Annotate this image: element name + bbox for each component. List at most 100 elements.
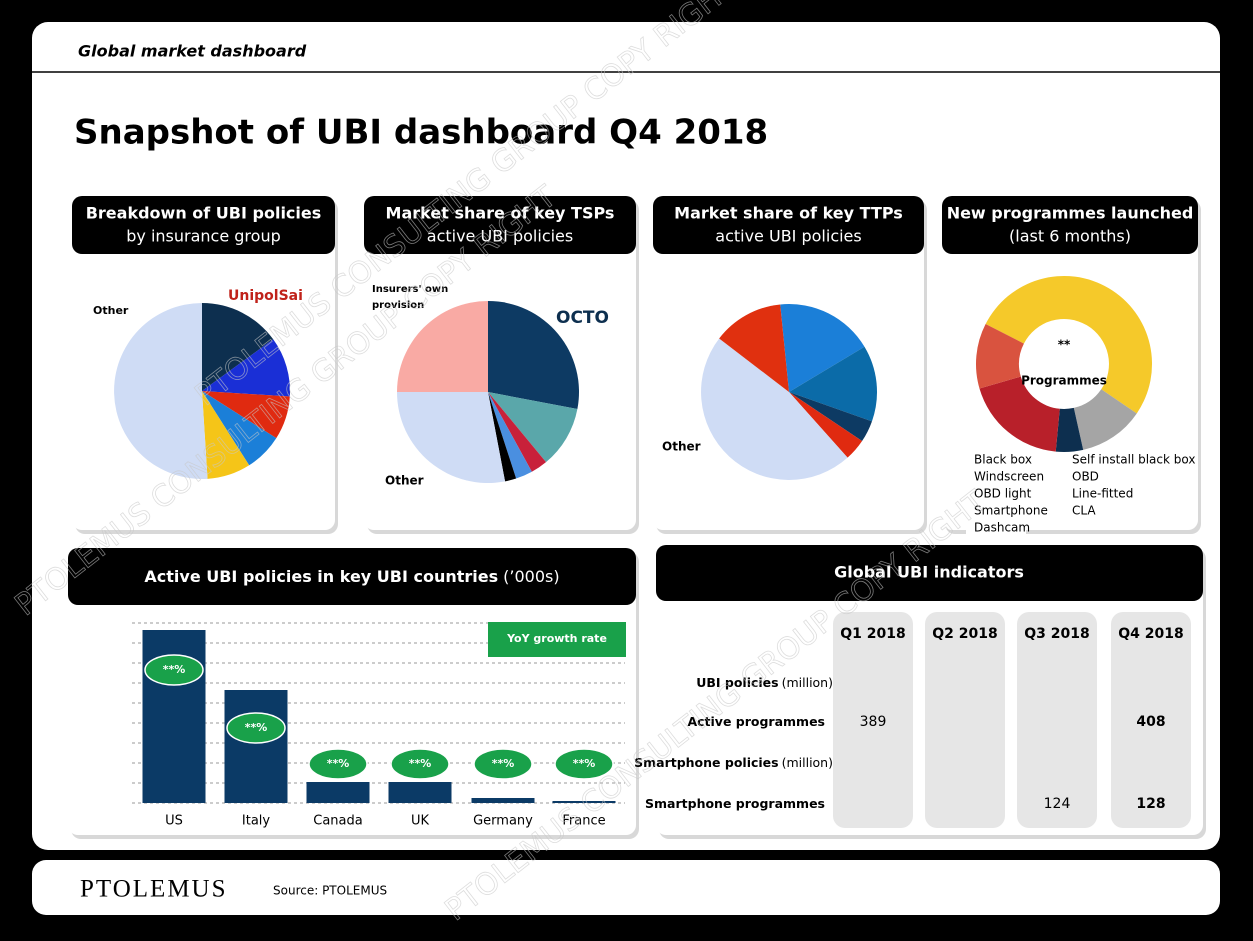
pie-slice [202,391,290,439]
legend-label: YoY growth rate [506,632,607,645]
column-header: Q4 2018 [1118,626,1183,642]
panel-title-bar [942,196,1198,254]
table-column [833,612,913,828]
pie-slice [789,392,872,442]
bar [388,782,452,803]
panel-title-bar [653,196,924,254]
pie-slice [488,301,580,410]
pie-slice [202,303,274,391]
pie-slice [488,392,517,482]
page-title: Snapshot of UBI dashboard Q4 2018 [74,113,768,153]
pie-slice [397,301,488,392]
panel-subtitle: active UBI policies [427,227,573,246]
panel-title-bar [72,196,335,254]
table-cell: 408 [1136,714,1165,730]
x-tick-label: France [562,814,605,829]
marks: Breakdown of UBI policies by insurance gr… [86,204,1196,829]
row-label: UBI policies (million) [696,675,833,690]
legend-entry: Self install black box [1072,453,1195,467]
bar [306,782,370,803]
growth-label: **% [573,757,596,770]
slice-label: Other [385,474,424,488]
slice-label: Other [93,304,129,317]
pie-slice [202,391,277,466]
pie-slice [789,392,863,458]
growth-badge [554,748,614,780]
row-label-main: UBI policies [696,675,778,690]
growth-badge [226,712,286,744]
row-label: Active programmes [687,714,825,729]
row-label-main: Smartphone policies [634,755,778,770]
growth-label: **% [245,721,268,734]
legend-entry: Smartphone [974,504,1048,518]
slice-label: Other [662,440,701,454]
panel [942,196,1198,530]
row-label: Smartphone policies (million) [634,755,833,770]
table-cell: 389 [860,714,887,730]
legend-entry: CLA [1072,504,1096,518]
table-column [1017,612,1097,828]
table-cell: 128 [1136,796,1165,812]
logo: PTOLEMUS [80,876,228,903]
x-tick-label: Canada [313,814,362,829]
growth-label: **% [327,757,350,770]
table-column [1111,612,1191,828]
pie-slice [114,303,208,479]
legend-entry: Dashcam [974,521,1030,535]
x-tick-label: UK [411,814,430,829]
row-label-main: Active programmes [687,714,825,729]
legend-entry: OBD [1072,470,1099,484]
panel-title-bar [656,545,1203,601]
legend-box [488,622,626,657]
legend-entry: Line-fitted [1072,487,1133,501]
panel-title: Breakdown of UBI policies [86,204,322,223]
legend-entry: OBD light [974,487,1032,501]
row-label: Smartphone programmes [645,796,825,811]
growth-badge [308,748,368,780]
pie-slice [488,392,532,479]
panel-title: Market share of key TSPs [386,204,615,223]
growth-badge [390,748,450,780]
panel-subtitle: by insurance group [126,227,281,246]
pie-slice [789,346,878,422]
pie-slice [488,392,547,472]
growth-label: **% [409,757,432,770]
bar [224,690,288,803]
bar [552,801,616,803]
section-label: Global market dashboard [78,42,307,61]
legend-entry: Windscreen [974,470,1044,484]
label-line: Insurers' own [372,284,448,295]
row-label-unit: (million) [782,675,833,690]
column-header: Q1 2018 [840,626,905,642]
row-label-main: Smartphone programmes [645,796,825,811]
donut-center-label: Programmes [1021,374,1107,388]
pie-slice [701,338,848,480]
panel-subtitle: active UBI policies [715,227,861,246]
panel-title-bar [364,196,636,254]
panel-title: Market share of key TTPs [674,204,903,223]
donut-slice [1073,389,1137,450]
pie-slice [488,392,578,463]
panel-title-unit: (’000s) [503,567,559,586]
panel-subtitle: (last 6 months) [1009,227,1131,246]
pie-slice [202,391,250,479]
table-column [925,612,1005,828]
label-line: provision [372,300,424,311]
x-tick-label: US [165,814,183,829]
growth-label: **% [492,757,515,770]
bar [471,798,535,803]
panel-title: New programmes launched [947,204,1194,223]
panel-title: Active UBI policies in key UBI countries… [144,567,559,586]
pie-slice [780,303,865,392]
table-title: Global UBI indicators [834,563,1024,582]
row-label-unit: (million) [782,755,833,770]
footer-card [32,860,1220,915]
legend-extension [966,520,1026,538]
growth-badge [473,748,533,780]
slice-label: UnipolSai [228,288,303,304]
slice-label: OCTO [556,308,609,328]
column-header: Q2 2018 [932,626,997,642]
donut-slice [975,324,1024,389]
donut-slice [979,376,1060,452]
